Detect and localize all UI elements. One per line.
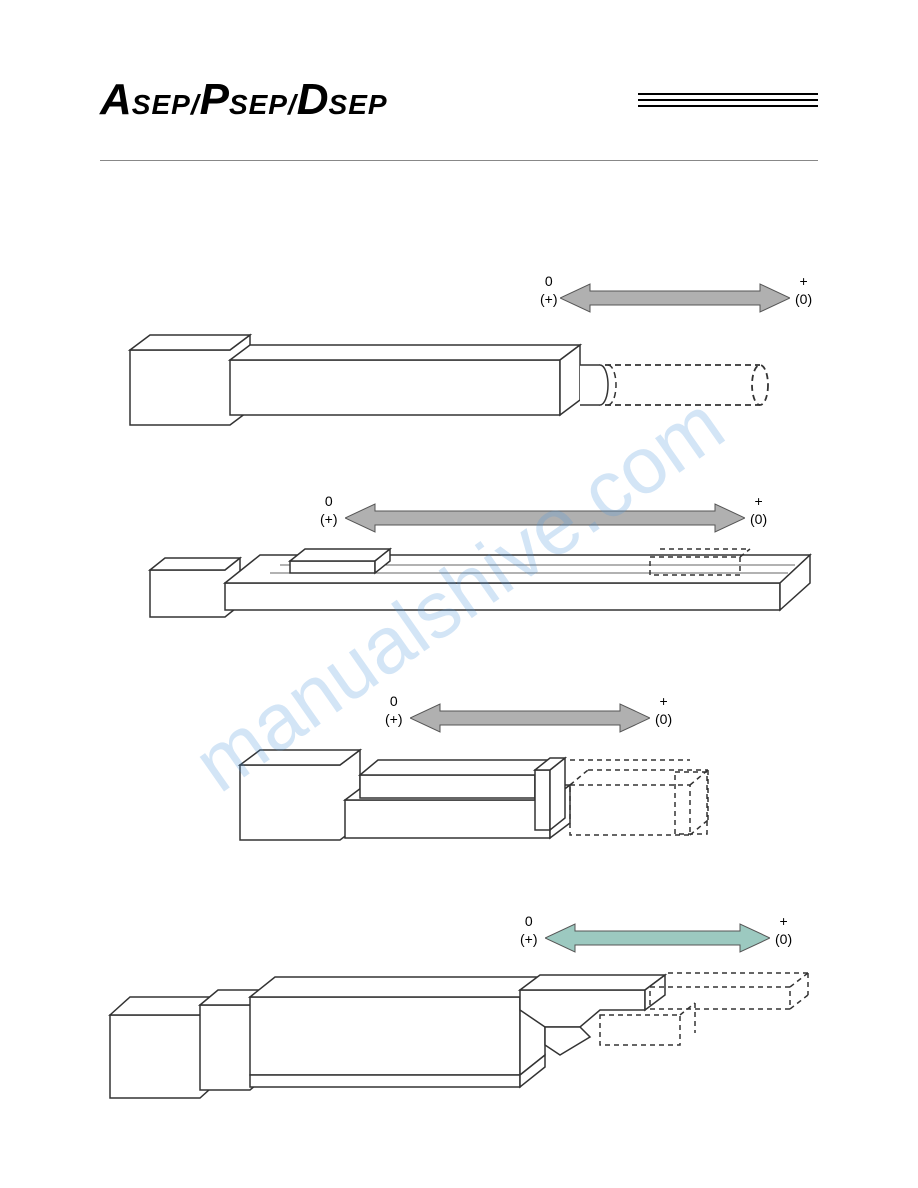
label-r1-right: +(0) [795,272,812,308]
diagram-row-1: 0(+) +(0) [80,280,838,450]
arrow-r4 [545,920,770,956]
header-lines [638,93,818,111]
header-underline [100,160,818,161]
diagram-area: 0(+) +(0) 0( [80,280,838,1088]
arrow-r2 [345,500,745,536]
diagram-row-4: 0(+) +(0) [80,920,838,1120]
page-header: ASEP/P SEP/D SEP [100,75,818,135]
logo-slash-1: / [191,89,200,121]
label-r2-left: 0(+) [320,492,338,528]
diagram-row-2: 0(+) +(0) [80,500,838,650]
shape-slider [140,535,840,645]
diagram-row-3: 0(+) +(0) [80,700,838,870]
logo-letter-a: A [100,75,132,125]
shape-rod-cylinder [120,310,840,450]
logo-sep-3: SEP [329,89,388,121]
label-r4-left: 0(+) [520,912,538,948]
logo-sep-2: SEP [229,89,288,121]
logo-letter-d: D [297,75,329,125]
label-r3-left: 0(+) [385,692,403,728]
label-r1-left: 0(+) [540,272,558,308]
logo-letter-p: P [200,75,229,125]
shape-table-slide [230,730,750,870]
logo-slash-2: / [288,89,297,121]
logo-sep-1: SEP [132,89,191,121]
label-r2-right: +(0) [750,492,767,528]
label-r3-right: +(0) [655,692,672,728]
label-r4-right: +(0) [775,912,792,948]
shape-gripper [100,955,820,1125]
